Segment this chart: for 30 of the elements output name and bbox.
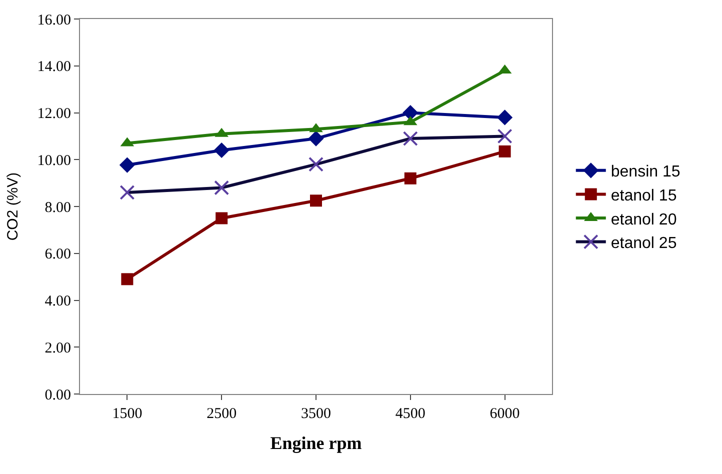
- point: [498, 145, 511, 158]
- point: [119, 157, 135, 173]
- y-tick-label: 0.00: [44, 387, 71, 404]
- point: [216, 212, 228, 224]
- point: [497, 110, 513, 126]
- legend-label: etanol 15: [610, 187, 677, 204]
- point: [308, 130, 324, 146]
- point: [404, 172, 416, 184]
- y-tick-label: 16.00: [37, 12, 71, 28]
- x-tick-label: 1500: [112, 406, 142, 422]
- point: [310, 194, 322, 207]
- x-tick-label: 6000: [490, 406, 520, 422]
- x-tick-label: 3500: [301, 406, 331, 422]
- y-axis-title: CO2 (%V): [4, 172, 22, 241]
- legend-label: bensin 15: [610, 164, 680, 181]
- y-tick-label: 4.00: [44, 294, 71, 310]
- y-tick-label: 8.00: [44, 200, 71, 216]
- point: [121, 273, 134, 286]
- point: [402, 104, 418, 121]
- y-tick-label: 12.00: [37, 106, 71, 122]
- x-tick-label: 2500: [206, 406, 237, 422]
- y-tick-label: 10.00: [37, 152, 71, 169]
- x-tick-label: 4500: [395, 406, 426, 422]
- point: [214, 142, 230, 158]
- y-tick-label: 14.00: [37, 59, 71, 76]
- y-tick-label: 6.00: [44, 246, 71, 263]
- legend-label: etanol 20: [610, 211, 677, 228]
- y-tick-label: 2.00: [44, 340, 71, 356]
- legend-label: etanol 25: [610, 235, 677, 252]
- x-axis-title: Engine rpm: [270, 433, 362, 454]
